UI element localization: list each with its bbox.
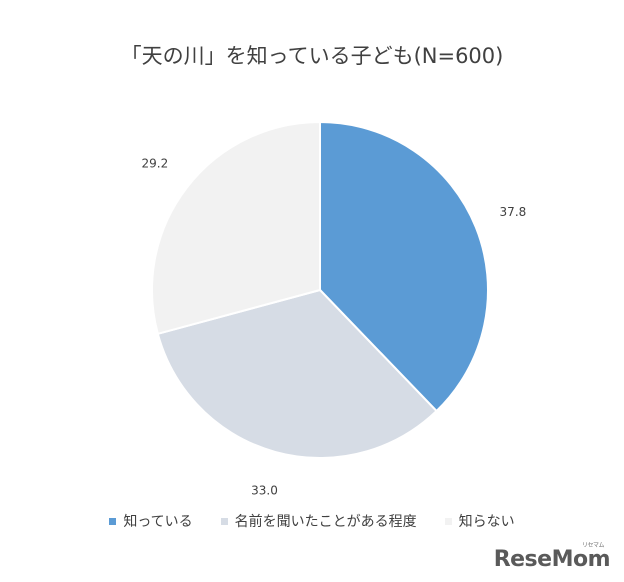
pie-slice-3 — [151, 120, 321, 336]
legend-item-1: 知っている — [109, 511, 193, 531]
chart-title: 「天の川」を知っている子ども(N=600) — [120, 44, 504, 68]
data-label-3: 29.2 — [141, 157, 168, 171]
data-label-1: 37.8 — [500, 205, 527, 219]
legend-label: 名前を聞いたことがある程度 — [234, 514, 417, 530]
pie-slice-1 — [319, 120, 489, 413]
resemom-logo: ReseMom リセマム — [493, 542, 611, 572]
pie-slice-2 — [156, 288, 438, 459]
legend-label: 知っている — [123, 514, 193, 530]
legend-item-3: 知らない — [444, 511, 515, 531]
logo-text: ReseMom — [493, 547, 611, 572]
legend-swatch — [109, 517, 117, 525]
legend-item-2: 名前を聞いたことがある程度 — [220, 511, 417, 531]
legend-swatch — [220, 517, 228, 525]
data-label-2: 33.0 — [251, 483, 278, 497]
legend-label: 知らない — [458, 514, 515, 530]
legend: 知っている 名前を聞いたことがある程度 知らない — [0, 511, 624, 531]
logo-kana: リセマム — [581, 542, 605, 549]
legend-swatch — [444, 517, 452, 525]
